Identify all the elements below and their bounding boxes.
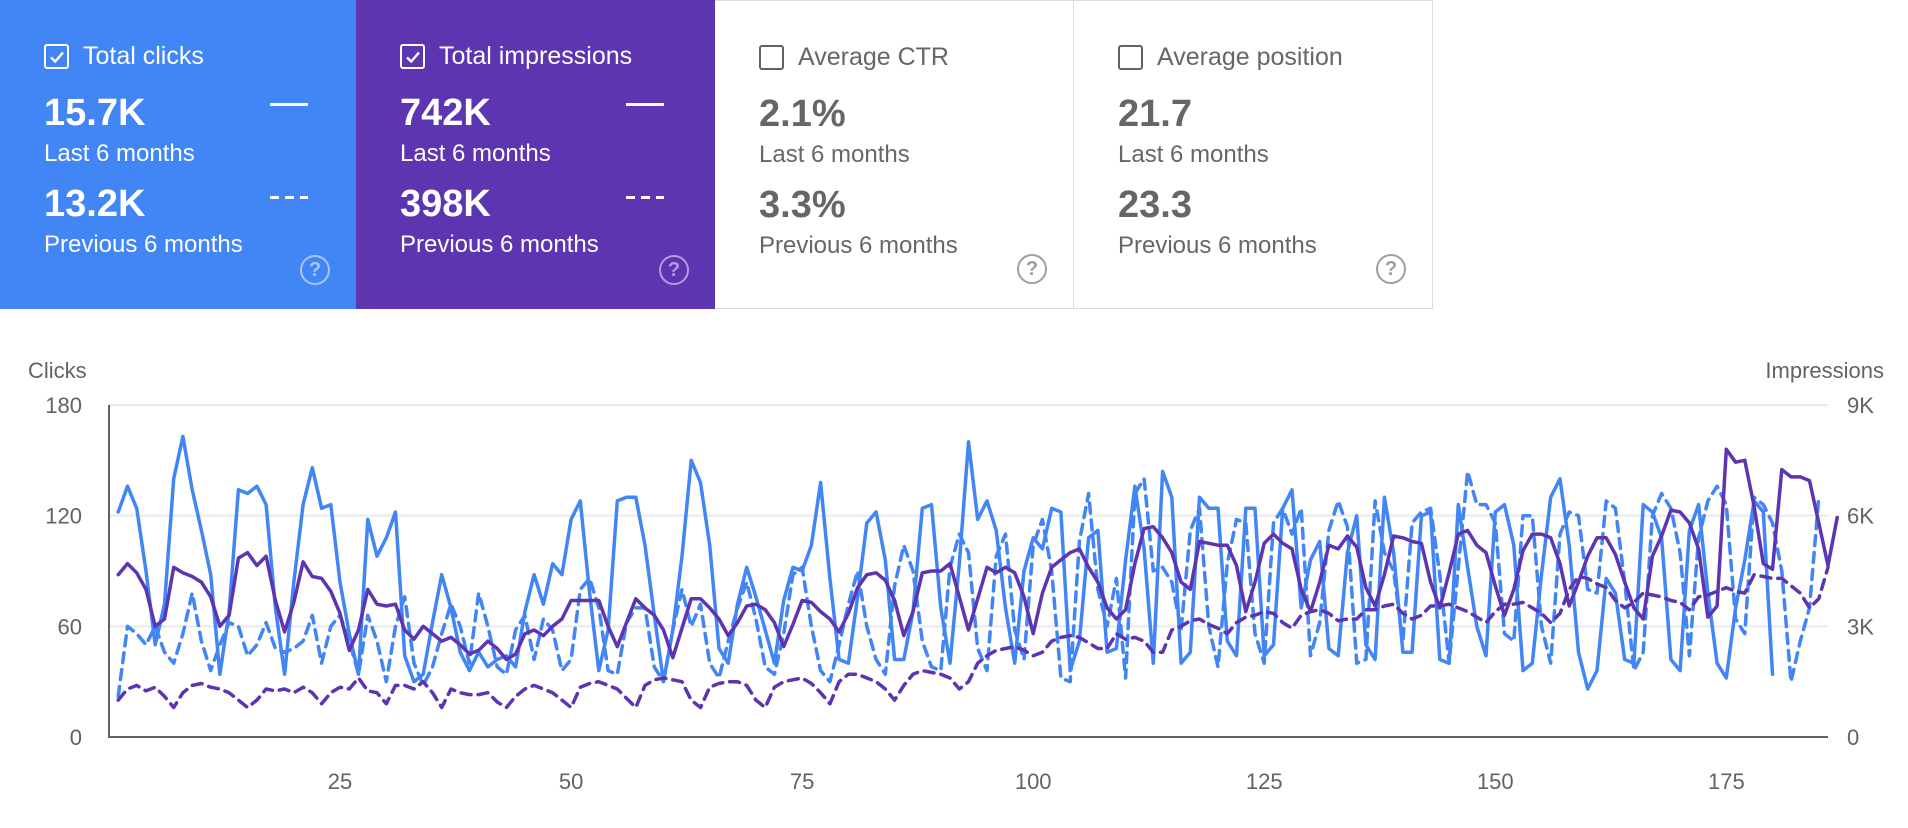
checkbox-unchecked-icon[interactable] — [1118, 45, 1143, 70]
average-position-card[interactable]: Average position 21.7 Last 6 months 23.3… — [1074, 0, 1433, 309]
card-label: Average position — [1157, 43, 1343, 71]
current-period-label: Last 6 months — [1118, 141, 1269, 168]
current-value: 15.7K — [44, 92, 146, 134]
previous-period-label: Previous 6 months — [1118, 232, 1317, 259]
x-tick-label: 150 — [1477, 769, 1514, 794]
previous-period-label: Previous 6 months — [44, 231, 243, 258]
previous-value: 398K — [400, 183, 491, 225]
current-value: 742K — [400, 92, 491, 134]
current-period-label: Last 6 months — [759, 141, 910, 168]
series-line-clicks-previous — [116, 469, 1821, 699]
left-tick-label: 60 — [58, 614, 82, 639]
x-tick-label: 75 — [790, 769, 814, 794]
checkbox-unchecked-icon[interactable] — [759, 45, 784, 70]
total-impressions-toggle[interactable]: Total impressions — [400, 42, 632, 71]
total-impressions-card[interactable]: Total impressions 742K Last 6 months 398… — [356, 0, 715, 309]
total-clicks-card[interactable]: Total clicks 15.7K Last 6 months 13.2K P… — [0, 0, 356, 309]
series-line-impressions-previous — [116, 565, 1830, 710]
series-line-clicks-current — [116, 434, 1775, 691]
current-period-label: Last 6 months — [44, 140, 195, 167]
x-tick-label: 175 — [1708, 769, 1745, 794]
right-axis-title: Impressions — [1765, 358, 1884, 383]
checkbox-checked-icon[interactable] — [400, 44, 425, 69]
card-label: Total clicks — [83, 42, 204, 70]
right-tick-label: 3K — [1847, 614, 1874, 639]
previous-period-label: Previous 6 months — [759, 232, 958, 259]
help-icon[interactable]: ? — [1017, 254, 1047, 284]
current-period-label: Last 6 months — [400, 140, 551, 167]
dashed-line-legend-icon — [626, 196, 664, 199]
card-label: Average CTR — [798, 43, 949, 71]
card-label: Total impressions — [439, 42, 633, 70]
current-value: 2.1% — [759, 93, 846, 135]
x-tick-label: 25 — [328, 769, 352, 794]
previous-value: 13.2K — [44, 183, 146, 225]
left-tick-label: 120 — [45, 504, 82, 529]
left-tick-label: 0 — [70, 725, 82, 750]
average-position-toggle[interactable]: Average position — [1118, 43, 1343, 72]
left-axis-title: Clicks — [28, 358, 87, 383]
right-tick-label: 6K — [1847, 504, 1874, 529]
dashed-line-legend-icon — [270, 196, 308, 199]
average-ctr-toggle[interactable]: Average CTR — [759, 43, 949, 72]
right-tick-label: 0 — [1847, 725, 1859, 750]
previous-period-label: Previous 6 months — [400, 231, 599, 258]
solid-line-legend-icon — [626, 103, 664, 106]
help-icon[interactable]: ? — [1376, 254, 1406, 284]
x-tick-label: 100 — [1015, 769, 1052, 794]
series-line-impressions-current — [116, 447, 1839, 662]
average-ctr-card[interactable]: Average CTR 2.1% Last 6 months 3.3% Prev… — [715, 0, 1074, 309]
total-clicks-toggle[interactable]: Total clicks — [44, 42, 204, 71]
current-value: 21.7 — [1118, 93, 1192, 135]
x-tick-label: 50 — [559, 769, 583, 794]
left-tick-label: 180 — [45, 393, 82, 418]
checkbox-checked-icon[interactable] — [44, 44, 69, 69]
performance-chart[interactable]: 0 0 60 3K 120 6K 180 9K 25 50 75 100 125 150 175 — [0, 360, 1908, 820]
right-tick-label: 9K — [1847, 393, 1874, 418]
previous-value: 23.3 — [1118, 184, 1192, 226]
solid-line-legend-icon — [270, 103, 308, 106]
x-tick-label: 125 — [1246, 769, 1283, 794]
metric-cards: Total clicks 15.7K Last 6 months 13.2K P… — [0, 0, 1433, 309]
help-icon[interactable]: ? — [659, 255, 689, 285]
help-icon[interactable]: ? — [300, 255, 330, 285]
previous-value: 3.3% — [759, 184, 846, 226]
